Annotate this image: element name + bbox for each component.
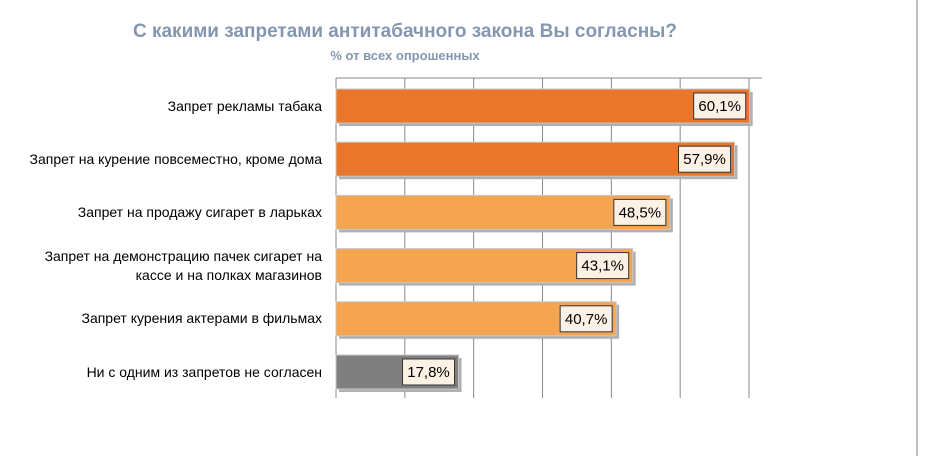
value-label: 57,9% xyxy=(683,151,726,168)
category-label: Запрет на курение повсеместно, кроме дом… xyxy=(29,150,322,167)
category-label: Запрет на продажу сигарет в ларьках xyxy=(77,203,322,220)
value-label: 48,5% xyxy=(619,204,662,221)
chart-title: С какими запретами антитабачного закона … xyxy=(133,21,677,42)
category-label: Ни с одним из запретов не согласен xyxy=(86,363,322,380)
bar xyxy=(335,88,751,124)
value-label: 40,7% xyxy=(565,311,608,328)
category-label: Запрет на демонстрацию пачек сигарет на … xyxy=(44,247,322,283)
value-label-box xyxy=(402,358,456,386)
value-label: 60,1% xyxy=(698,98,741,115)
value-label-box xyxy=(576,252,630,280)
chart-subtitle: % от всех опрошенных xyxy=(330,48,480,63)
value-label: 17,8% xyxy=(407,364,450,381)
value-label-box xyxy=(693,92,747,120)
value-label: 43,1% xyxy=(581,258,624,275)
value-label-box xyxy=(678,145,732,173)
category-label: Запрет курения актерами в фильмах xyxy=(81,310,322,327)
category-label: Запрет рекламы табака xyxy=(167,97,322,114)
value-label-box xyxy=(613,198,667,226)
bar xyxy=(335,141,736,177)
value-label-box xyxy=(559,305,613,333)
